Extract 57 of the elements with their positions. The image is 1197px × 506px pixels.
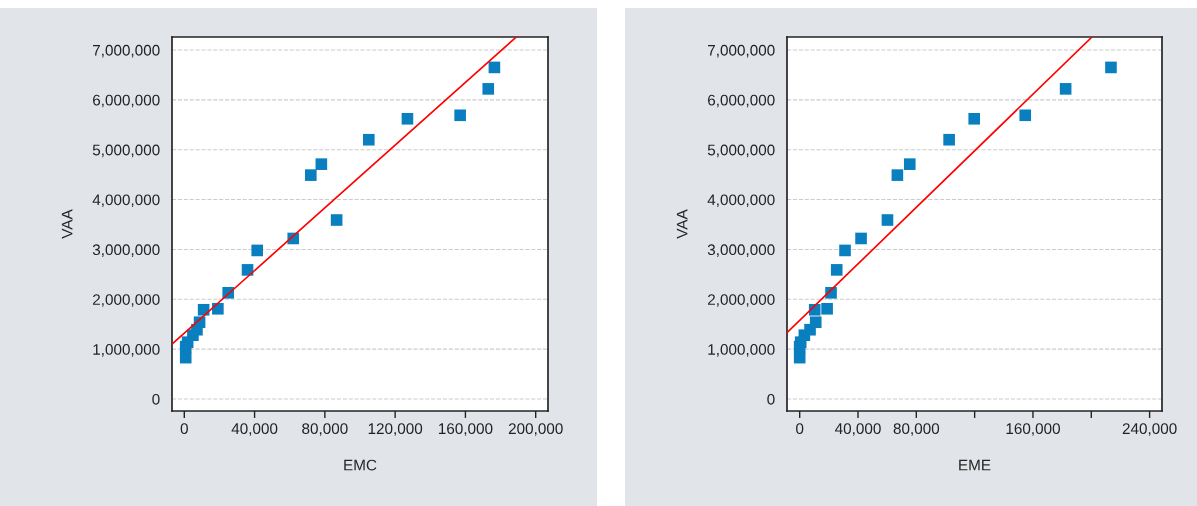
point — [809, 316, 822, 329]
point — [891, 169, 904, 181]
y-tick-label: 5,000,000 — [92, 144, 160, 158]
y-tick-label: 4,000,000 — [707, 194, 775, 208]
x-tick-label: 80,000 — [302, 423, 348, 436]
y-tick-label: 6,000,000 — [708, 94, 775, 108]
point — [179, 351, 192, 364]
point — [304, 169, 317, 181]
point — [1019, 109, 1032, 122]
x-tick-label: 0 — [796, 423, 804, 435]
x-tick-label: 80,000 — [893, 423, 940, 436]
point — [330, 214, 343, 226]
x-tick-label: 40,000 — [231, 423, 278, 436]
point — [315, 158, 328, 170]
point — [401, 112, 414, 125]
point — [793, 351, 806, 364]
point — [855, 232, 867, 245]
point — [839, 244, 851, 257]
point — [968, 112, 981, 125]
x-tick-label: 120,000 — [368, 423, 423, 436]
y-tick-label: 5,000,000 — [707, 144, 775, 158]
y-tick-label: 7,000,000 — [93, 44, 160, 58]
y-tick-label: 1,000,000 — [93, 344, 160, 357]
x-tick-label: 40,000 — [834, 423, 881, 436]
y-tick-label: 7,000,000 — [708, 44, 775, 58]
point — [1105, 61, 1117, 74]
y-tick-label: 0 — [767, 393, 775, 405]
point — [830, 264, 843, 276]
point — [903, 158, 916, 170]
y-tick-label: 2,000,000 — [93, 294, 160, 307]
y-axis-title: VAA — [61, 209, 73, 239]
point — [241, 264, 254, 276]
y-tick-label: 1,000,000 — [708, 344, 775, 357]
x-tick-label: 200,000 — [508, 423, 563, 436]
x-tick-label: 0 — [180, 423, 188, 435]
point — [362, 133, 375, 146]
y-tick-label: 0 — [152, 393, 160, 405]
y-tick-label: 3,000,000 — [92, 244, 160, 257]
point — [454, 109, 466, 122]
point — [1059, 83, 1072, 95]
y-tick-label: 2,000,000 — [708, 294, 775, 307]
x-tick-label: 160,000 — [438, 423, 493, 436]
y-tick-label: 4,000,000 — [92, 194, 160, 208]
x-axis-title: EME — [959, 459, 991, 471]
y-axis-title: VAA — [676, 209, 688, 239]
y-tick-label: 6,000,000 — [93, 94, 160, 108]
x-tick-label: 160,000 — [1006, 423, 1060, 436]
y-tick-label: 3,000,000 — [707, 244, 775, 257]
point — [212, 302, 224, 315]
x-axis-title: EMC — [344, 459, 377, 471]
point — [488, 61, 501, 74]
point — [881, 214, 894, 226]
point — [943, 133, 955, 146]
point — [821, 302, 833, 315]
x-tick-label: 240,000 — [1122, 423, 1177, 436]
point — [251, 244, 264, 257]
point — [482, 83, 495, 95]
